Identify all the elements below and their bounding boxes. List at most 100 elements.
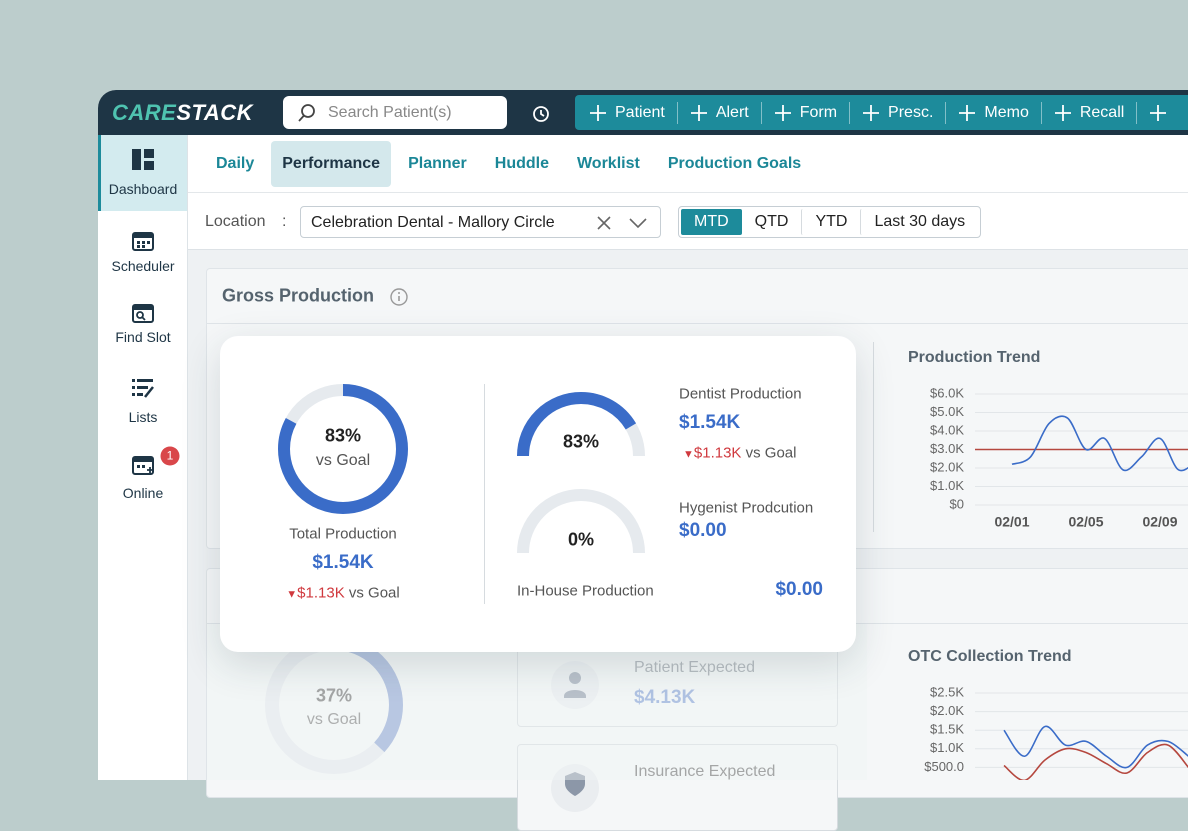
y-tick-label: $2.5K xyxy=(930,684,964,699)
action-button[interactable]: Recall xyxy=(1040,101,1136,124)
plus-shape xyxy=(690,104,707,121)
gauge-arc xyxy=(517,392,645,457)
y-tick-label: $500.0 xyxy=(924,759,964,774)
sidebar-label[interactable]: Find Slot xyxy=(115,329,171,345)
search-icon xyxy=(298,104,315,122)
total-delta: ▼$1.13K vs Goal xyxy=(286,585,399,602)
action-button[interactable]: Memo xyxy=(945,101,1040,124)
period-option[interactable]: MTD xyxy=(681,209,742,235)
action-button[interactable]: Presc. xyxy=(849,101,945,124)
card-title: Gross Production xyxy=(222,285,375,306)
sidebar-label[interactable]: Dashboard xyxy=(108,181,178,197)
chart-title: Production Trend xyxy=(908,349,1041,366)
y-tick-label: $1.0K xyxy=(930,740,964,755)
location-label: Location xyxy=(205,213,266,230)
history-icon[interactable] xyxy=(530,103,552,125)
find-slot-icon xyxy=(132,304,154,323)
action-label[interactable]: Memo xyxy=(984,103,1029,121)
online-icon xyxy=(132,456,154,475)
sidebar-active[interactable] xyxy=(98,135,187,211)
chevron-icon[interactable] xyxy=(628,216,648,230)
action-label[interactable]: Presc. xyxy=(888,103,934,121)
search-placeholder: Search Patient(s) xyxy=(328,104,452,121)
plus-icon xyxy=(1150,104,1167,121)
plus-shape xyxy=(863,104,880,121)
delta-suffix: vs Goal xyxy=(745,444,797,462)
action-button[interactable]: Form xyxy=(760,101,849,124)
delta-suffix: vs Goal xyxy=(348,584,400,602)
total-amount: $1.54K xyxy=(312,552,374,573)
production-trend-chart: $6.0K $5.0K $4.0K $3.0K $2.0K $1.0K $0 02/01 02/… xyxy=(930,385,1188,530)
search-box[interactable]: Search Patient(s) xyxy=(283,96,507,129)
box-label: Patient Expected xyxy=(634,659,755,676)
location-value: Celebration Dental - Mallory Circle xyxy=(311,214,555,231)
y-tick-label: $5.0K xyxy=(930,404,964,419)
period-option[interactable]: YTD xyxy=(801,209,860,235)
action-label[interactable]: Alert xyxy=(715,103,749,121)
tab[interactable]: Production Goals xyxy=(667,154,802,172)
location-separator: : xyxy=(282,213,287,230)
period-selector: MTD QTD YTD Last 30 days xyxy=(678,206,982,238)
x-tick-label: 02/01 xyxy=(994,514,1029,530)
trend-line xyxy=(1003,743,1188,780)
action-label[interactable]: Form xyxy=(799,103,838,121)
tab[interactable]: Performance xyxy=(271,140,392,187)
y-tick-label: $2.0K xyxy=(930,459,964,474)
action-button[interactable]: Patient xyxy=(585,102,677,124)
dentist-label: Dentist Production xyxy=(679,385,802,403)
otc-trend-chart: $2.5K $2.0K $1.5K $1.0K $500.0 $0 xyxy=(924,684,1188,780)
online-badge: 1 xyxy=(160,446,180,466)
in-house-label: In-House Production xyxy=(517,582,654,600)
box-label: Insurance Expected xyxy=(634,763,776,780)
gauge-percent: 0% xyxy=(567,529,595,550)
action-label[interactable]: Recall xyxy=(1079,103,1125,121)
plus-shape xyxy=(959,104,976,121)
plus-icon xyxy=(590,104,606,121)
tab[interactable]: Worklist xyxy=(576,154,640,172)
x-tick-label: 02/05 xyxy=(1068,514,1103,530)
sidebar-label[interactable]: Online xyxy=(122,485,164,501)
x-tick-label: 02/09 xyxy=(1142,514,1177,530)
box-amount: $4.13K xyxy=(634,687,696,708)
action-button[interactable]: Alert xyxy=(676,101,761,124)
hygienist-label: Hygenist Prodcution xyxy=(679,499,814,517)
info-icon[interactable] xyxy=(389,287,409,307)
sidebar-label[interactable]: Scheduler xyxy=(111,258,175,274)
clear-icon[interactable] xyxy=(596,215,612,231)
period-option[interactable]: Last 30 days xyxy=(860,209,978,235)
y-tick-label: $3.0K xyxy=(930,441,964,456)
plus-icon xyxy=(690,104,707,121)
page: { "header": {"logo_left": "CARE", "logo_… xyxy=(98,90,1188,831)
patient-icon xyxy=(551,661,599,709)
gauge-percent: 83% xyxy=(562,431,600,452)
y-tick-label: $4.0K xyxy=(930,422,964,437)
trend-line xyxy=(1011,415,1188,472)
plus-icon xyxy=(1054,104,1071,121)
screen: CARESTACK Search Patient(s) Patient Alert… xyxy=(98,90,1188,831)
plus-shape xyxy=(590,104,606,121)
tab-bar: Daily Performance Planner Huddle Worklist Pro… xyxy=(188,135,1188,192)
y-tick-label: $0 xyxy=(950,777,964,780)
sidebar-label[interactable]: Lists xyxy=(128,409,158,425)
down-arrow: ▼ xyxy=(286,588,298,601)
hygienist-amount: $0.00 xyxy=(679,520,727,541)
action-label[interactable]: Patient xyxy=(615,103,665,121)
period-option[interactable]: QTD xyxy=(754,213,789,230)
logo-right: STACK xyxy=(176,100,253,125)
chart-title: OTC Collection Trend xyxy=(908,648,1072,665)
total-donut xyxy=(278,384,408,514)
lists-icon xyxy=(132,379,154,398)
tab[interactable]: Daily xyxy=(216,154,255,172)
delta-amount: $1.13K xyxy=(297,584,345,602)
y-tick-label: $6.0K xyxy=(930,385,964,400)
tab[interactable]: Huddle xyxy=(494,154,549,172)
down-arrow: ▼ xyxy=(683,448,694,461)
card-divider xyxy=(206,323,1188,324)
action-button[interactable] xyxy=(1136,101,1179,124)
dentist-delta: ▼$1.13K vs Goal xyxy=(683,445,796,462)
plus-shape xyxy=(1150,104,1167,121)
location-select[interactable]: Celebration Dental - Mallory Circle xyxy=(300,206,661,238)
tab[interactable]: Planner xyxy=(408,154,467,172)
in-house-amount: $0.00 xyxy=(775,579,823,600)
logo-left: CARE xyxy=(112,100,177,125)
